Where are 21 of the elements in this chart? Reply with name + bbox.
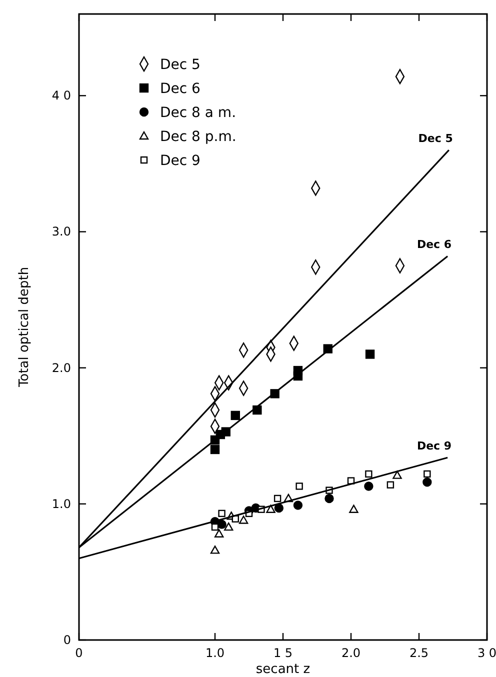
series-label: Dec 6: [416, 238, 452, 252]
series-label: Dec 5: [418, 132, 453, 146]
y-tick-label: 2.0: [52, 360, 71, 375]
legend-label: Dec 9: [160, 153, 200, 169]
series-label: Dec 9: [416, 440, 452, 453]
x-tick-label: 3 0: [477, 646, 496, 660]
legend-label: Dec 8 a m.: [160, 105, 236, 121]
legend-label: Dec 6: [160, 81, 201, 97]
x-tick-label: 1 5: [273, 646, 293, 660]
x-tick-label: 2.0: [341, 646, 361, 660]
legend-label: Dec 5: [160, 57, 200, 73]
x-axis-title: secant z: [256, 662, 310, 677]
y-axis-title: Total optical depth: [17, 266, 32, 388]
y-tick-label: 0: [63, 633, 71, 647]
x-tick-label: 0: [75, 646, 83, 660]
x-tick-label: 1.0: [205, 646, 225, 660]
y-tick-label: 3.0: [52, 224, 71, 239]
y-tick-label: 1.0: [52, 496, 71, 511]
x-tick-label: 2.5: [409, 646, 429, 660]
y-tick-label: 4 0: [52, 88, 71, 103]
legend-label: Dec 8 p.m.: [160, 129, 236, 145]
